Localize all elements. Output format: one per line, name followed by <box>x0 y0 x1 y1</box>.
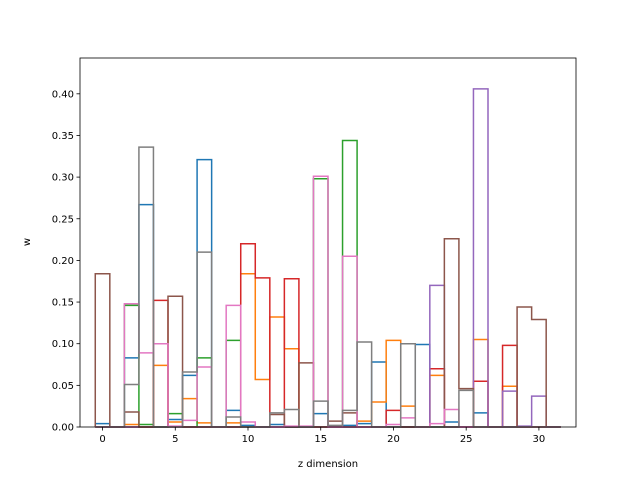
y-tick-label: 0.20 <box>52 256 74 267</box>
x-tick-label: 25 <box>460 434 473 445</box>
series-7 <box>95 175 561 428</box>
y-tick-label: 0.30 <box>52 173 74 184</box>
y-tick-label: 0.35 <box>52 131 74 142</box>
x-tick-label: 10 <box>242 434 255 445</box>
y-tick-label: 0.00 <box>52 423 74 434</box>
x-axis-label: z dimension <box>298 459 358 470</box>
x-tick-label: 30 <box>533 434 546 445</box>
x-tick-label: 0 <box>99 434 105 445</box>
y-tick-label: 0.10 <box>52 339 74 350</box>
y-tick-label: 0.05 <box>52 381 74 392</box>
x-tick-label: 5 <box>172 434 178 445</box>
series-7-line <box>95 175 561 428</box>
x-axis: 0 5 10 15 20 25 30 <box>99 427 545 445</box>
plot-frame <box>79 57 577 428</box>
y-tick-label: 0.25 <box>52 214 74 225</box>
y-axis: 0.00 0.05 0.10 0.15 0.20 0.25 0.30 0.35 0.40 <box>52 89 80 434</box>
x-tick-label: 15 <box>314 434 327 445</box>
y-tick-label: 0.15 <box>52 298 74 309</box>
y-tick-label: 0.40 <box>52 89 74 100</box>
y-axis-label: w <box>22 238 33 246</box>
x-tick-label: 20 <box>387 434 400 445</box>
